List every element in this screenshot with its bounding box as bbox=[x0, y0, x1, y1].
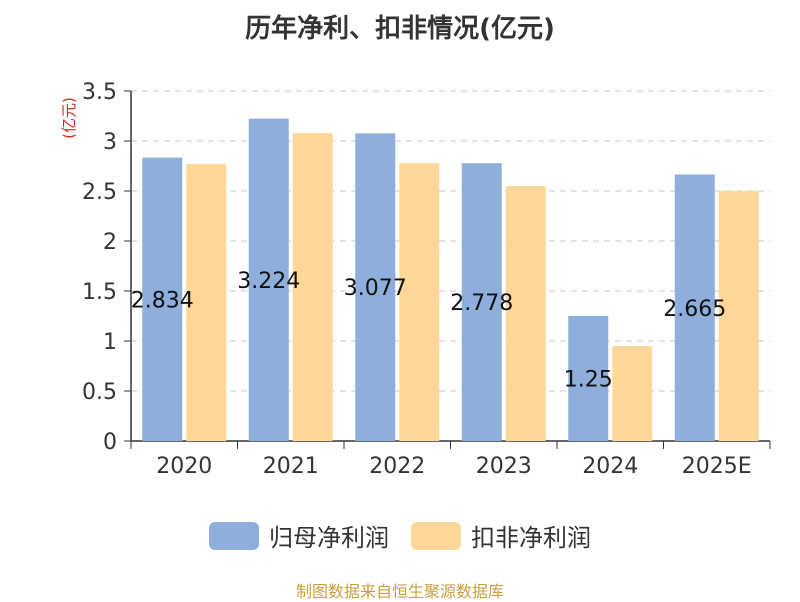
bar-deducted-net-profit-2025E bbox=[718, 191, 759, 441]
y-tick-label: 3.5 bbox=[82, 80, 117, 105]
bar-deducted-net-profit-2024 bbox=[612, 346, 653, 441]
x-tick-label: 2023 bbox=[476, 454, 532, 479]
legend: 归母净利润 扣非净利润 bbox=[0, 518, 800, 553]
bar-deducted-net-profit-2021 bbox=[292, 133, 333, 441]
data-label: 2.778 bbox=[450, 291, 513, 316]
y-axis-label: (亿元) bbox=[60, 97, 78, 139]
bar-net-profit-2020 bbox=[142, 157, 183, 441]
legend-label-net-profit: 归母净利润 bbox=[269, 524, 389, 552]
x-tick-label: 2021 bbox=[263, 454, 319, 479]
y-tick-label: 2 bbox=[103, 230, 117, 255]
bar-deducted-net-profit-2023 bbox=[505, 186, 546, 441]
y-tick-label: 1 bbox=[103, 330, 117, 355]
bar-net-profit-2022 bbox=[355, 133, 396, 442]
bar-deducted-net-profit-2020 bbox=[186, 164, 227, 441]
x-tick-label: 2020 bbox=[156, 454, 212, 479]
x-tick-label: 2024 bbox=[582, 454, 638, 479]
chart-title: 历年净利、扣非情况(亿元) bbox=[245, 14, 555, 44]
data-label: 3.077 bbox=[344, 276, 407, 301]
legend-item-net-profit[interactable]: 归母净利润 bbox=[209, 518, 389, 553]
data-label: 2.834 bbox=[131, 288, 194, 313]
y-tick-label: 0 bbox=[103, 430, 117, 455]
data-label: 2.665 bbox=[663, 297, 726, 322]
y-tick-label: 1.5 bbox=[82, 280, 117, 305]
legend-swatch-deducted-net-profit bbox=[411, 521, 461, 550]
y-tick-label: 0.5 bbox=[82, 380, 117, 405]
bar-net-profit-2025E bbox=[674, 174, 715, 441]
y-tick-label: 3 bbox=[103, 130, 117, 155]
legend-swatch-net-profit bbox=[209, 521, 259, 550]
bar-deducted-net-profit-2022 bbox=[399, 163, 440, 441]
legend-item-deducted-net-profit[interactable]: 扣非净利润 bbox=[411, 518, 591, 553]
source-note: 制图数据来自恒生聚源数据库 bbox=[295, 582, 504, 601]
bar-net-profit-2021 bbox=[248, 118, 289, 441]
data-label: 1.25 bbox=[564, 368, 613, 393]
legend-label-deducted-net-profit: 扣非净利润 bbox=[471, 524, 591, 552]
data-label: 3.224 bbox=[237, 269, 300, 294]
bar-net-profit-2024 bbox=[568, 316, 609, 441]
y-tick-label: 2.5 bbox=[82, 180, 117, 205]
x-tick-label: 2025E bbox=[682, 454, 752, 479]
bar-net-profit-2023 bbox=[461, 163, 502, 441]
x-tick-label: 2022 bbox=[369, 454, 425, 479]
